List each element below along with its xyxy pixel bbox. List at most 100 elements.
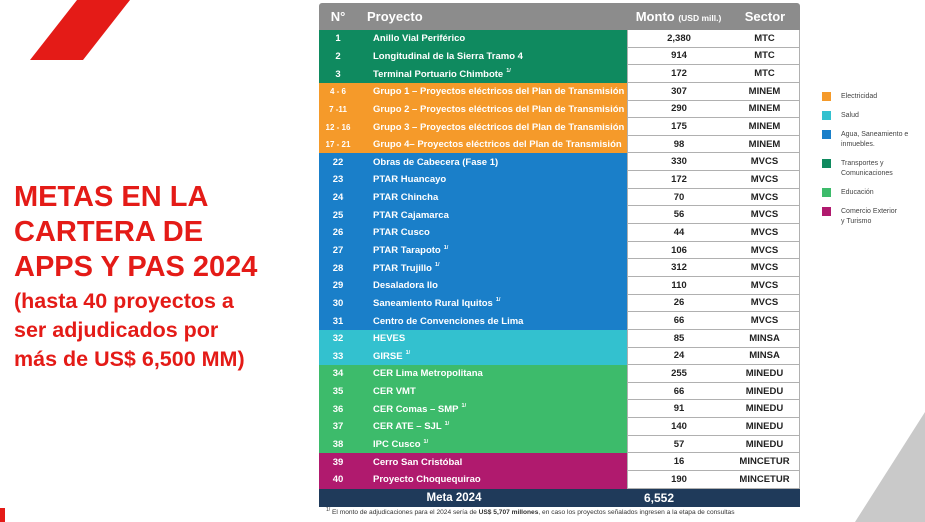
row-monto: 24 (627, 347, 730, 366)
row-number: 7 -11 (319, 100, 357, 119)
row-proyecto: PTAR Chincha (357, 188, 627, 207)
table-row: 12 - 16 Grupo 3 – Proyectos eléctricos de… (319, 118, 800, 136)
row-proyecto-name: PTAR Chincha (373, 192, 439, 204)
header-number: N° (330, 9, 346, 24)
row-proyecto-name: PTAR Huancayo (373, 174, 447, 186)
row-number: 38 (319, 435, 357, 454)
row-number: 37 (319, 418, 357, 436)
header-monto-label: Monto (635, 9, 675, 24)
row-sector: MINEDU (730, 435, 800, 454)
row-monto: 70 (627, 188, 730, 207)
legend-item: Transportes y Comunicaciones (822, 159, 925, 179)
table-row: 26 PTAR Cusco 44 MVCS (319, 224, 800, 242)
row-monto: 66 (627, 312, 730, 330)
row-proyecto: PTAR Tarapoto 1/ (357, 241, 627, 260)
slide-subtitle: (hasta 40 proyectos a ser adjudicados po… (14, 289, 245, 371)
row-number: 12 - 16 (319, 118, 357, 136)
row-proyecto-name: CER Comas – SMP (373, 403, 459, 415)
table-row: 4 - 6 Grupo 1 – Proyectos eléctricos del … (319, 82, 800, 101)
table-row: 40 Proyecto Choquequirao 190 MINCETUR (319, 471, 800, 489)
footnote-text-after: , en caso los proyectos señalados ingres… (538, 509, 735, 517)
row-proyecto-name: Centro de Convenciones de Lima (373, 315, 524, 327)
row-sector: MVCS (730, 153, 800, 172)
table-row: 31 Centro de Convenciones de Lima 66 MVCS (319, 312, 800, 330)
row-monto: 172 (627, 171, 730, 189)
row-footnote-marker: 1/ (434, 262, 440, 269)
table-row: 28 PTAR Trujillo 1/312 MVCS (319, 259, 800, 277)
row-monto: 85 (627, 329, 730, 348)
row-proyecto: CER Lima Metropolitana (357, 365, 627, 383)
row-proyecto: IPC Cusco 1/ (357, 435, 627, 454)
legend-swatch (822, 92, 831, 101)
row-monto: 26 (627, 294, 730, 313)
row-proyecto-name: PTAR Trujillo (373, 262, 432, 274)
legend-label: Comercio Exterior y Turismo (841, 208, 898, 225)
header-monto-unit: (USD mill.) (678, 13, 722, 23)
row-number: 35 (319, 382, 357, 401)
red-stripe-decoration (0, 0, 130, 60)
row-sector: MVCS (730, 276, 800, 295)
footer-label: Meta 2024 (426, 491, 482, 504)
row-monto: 914 (627, 47, 730, 66)
table-row: 7 -11 Grupo 2 – Proyectos eléctricos del … (319, 100, 800, 119)
row-monto: 190 (627, 471, 730, 489)
row-sector: MTC (730, 65, 800, 83)
table-row: 24 PTAR Chincha 70 MVCS (319, 188, 800, 207)
legend-swatch (822, 188, 831, 197)
row-sector: MVCS (730, 259, 800, 277)
table-body: 1 Anillo Vial Periférico 2,380 MTC 2 Longitud… (319, 30, 800, 489)
row-sector: MVCS (730, 206, 800, 225)
row-number: 29 (319, 276, 357, 295)
projects-table: N° Proyecto Monto (USD mill.) Sector 1 An… (319, 3, 800, 507)
slide-title: METAS EN LA CARTERA DE APPS Y PAS 2024 (14, 181, 258, 283)
table-row: 22 Obras de Cabecera (Fase 1) 330 MVCS (319, 153, 800, 172)
row-proyecto: CER Comas – SMP 1/ (357, 400, 627, 419)
row-number: 31 (319, 312, 357, 330)
row-number: 3 (319, 65, 357, 83)
row-monto: 2,380 (627, 30, 730, 48)
row-proyecto: CER VMT (357, 382, 627, 401)
row-monto: 57 (627, 435, 730, 454)
row-proyecto-name: Longitudinal de la Sierra Tramo 4 (373, 50, 523, 62)
row-sector: MINCETUR (730, 453, 800, 472)
table-row: 39 Cerro San Cristóbal 16 MINCETUR (319, 453, 800, 472)
row-number: 36 (319, 400, 357, 419)
header-sector: Sector (744, 9, 786, 24)
row-proyecto-name: Cerro San Cristóbal (373, 456, 463, 468)
row-sector: MINEDU (730, 382, 800, 401)
row-sector: MVCS (730, 241, 800, 260)
legend-label: Agua, Saneamiento e inmuebles. (841, 131, 909, 148)
row-proyecto: HEVES (357, 329, 627, 348)
legend-label: Salud (841, 112, 859, 119)
legend-label: Educación (841, 189, 874, 196)
row-monto: 330 (627, 153, 730, 172)
row-sector: MINEM (730, 118, 800, 136)
red-edge-decoration (0, 508, 5, 522)
row-proyecto: Cerro San Cristóbal (357, 453, 627, 472)
row-proyecto: Centro de Convenciones de Lima (357, 312, 627, 330)
footnote-marker: 1/ (326, 507, 331, 513)
legend-label: Electricidad (841, 93, 878, 100)
row-footnote-marker: 1/ (423, 438, 429, 445)
row-proyecto-name: PTAR Cajamarca (373, 209, 449, 221)
row-proyecto-name: IPC Cusco (373, 439, 421, 451)
row-footnote-marker: 1/ (495, 297, 501, 304)
footnote-text-bold: US$ 5,707 millones (478, 509, 539, 517)
row-number: 40 (319, 471, 357, 489)
row-proyecto: Grupo 1 – Proyectos eléctricos del Plan … (357, 82, 627, 101)
table-row: 25 PTAR Cajamarca 56 MVCS (319, 206, 800, 225)
footnote: 1/ El monto de adjudicaciones para el 20… (326, 507, 735, 516)
legend-item: Comercio Exterior y Turismo (822, 207, 925, 227)
table-row: 29 Desaladora Ilo 110 MVCS (319, 276, 800, 295)
header-proyecto: Proyecto (367, 9, 423, 24)
row-proyecto: Longitudinal de la Sierra Tramo 4 (357, 47, 627, 66)
row-proyecto: Anillo Vial Periférico (357, 30, 627, 48)
header-monto: Monto (USD mill.) (627, 9, 730, 24)
row-proyecto-name: PTAR Tarapoto (373, 245, 441, 256)
row-footnote-marker: 1/ (443, 244, 449, 251)
row-footnote-marker: 1/ (444, 420, 450, 427)
table-row: 34 CER Lima Metropolitana 255 MINEDU (319, 365, 800, 383)
row-number: 17 - 21 (319, 135, 357, 154)
row-proyecto-name: PTAR Cusco (373, 227, 430, 239)
row-number: 32 (319, 329, 357, 348)
